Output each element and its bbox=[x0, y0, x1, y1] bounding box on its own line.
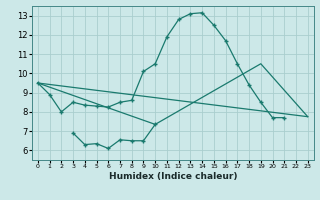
X-axis label: Humidex (Indice chaleur): Humidex (Indice chaleur) bbox=[108, 172, 237, 181]
